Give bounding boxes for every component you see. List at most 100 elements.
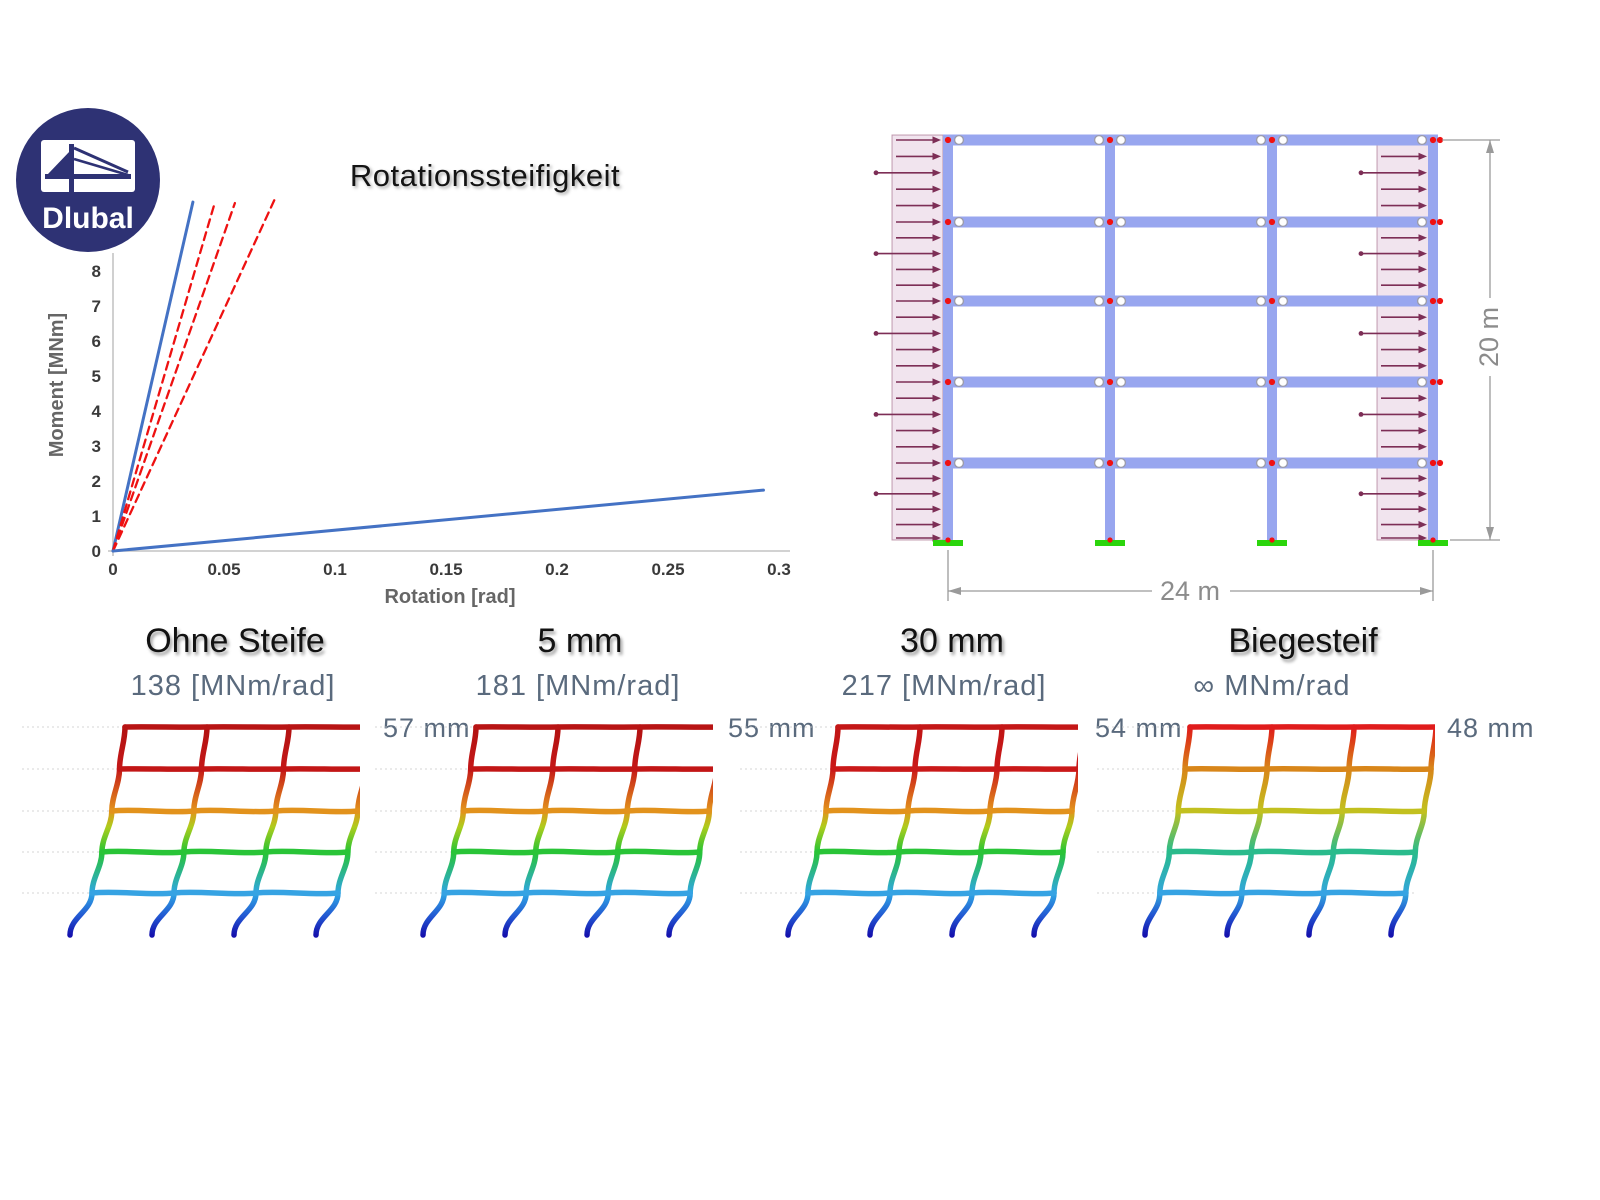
supports bbox=[933, 537, 1448, 546]
deformed-column bbox=[584, 724, 643, 938]
joint-node bbox=[1106, 136, 1114, 144]
joint-node bbox=[1429, 297, 1437, 305]
fixed-support bbox=[1095, 540, 1125, 546]
column-member bbox=[1105, 135, 1115, 540]
deformed-beam bbox=[460, 807, 713, 815]
case-stiffness-label: 138 [MNm/rad] bbox=[130, 670, 336, 702]
y-tick-label: 0 bbox=[92, 542, 101, 561]
deformed-column bbox=[666, 778, 713, 938]
series-line bbox=[111, 201, 237, 553]
hinge-icon bbox=[1115, 216, 1127, 228]
joint-node bbox=[1106, 218, 1114, 226]
x-tick-label: 0.25 bbox=[651, 560, 684, 579]
deformed-column bbox=[949, 724, 1005, 938]
deformed-beam bbox=[1157, 889, 1409, 897]
deformed-frame-plot bbox=[1097, 724, 1435, 938]
case-stiffness-label: 181 [MNm/rad] bbox=[475, 670, 681, 702]
hinge-icon bbox=[953, 216, 965, 228]
x-tick-label: 0.15 bbox=[429, 560, 462, 579]
deformed-column bbox=[1224, 724, 1275, 938]
joint-node bbox=[1106, 297, 1114, 305]
distributed-load-area bbox=[891, 134, 944, 541]
hinge-icon bbox=[1093, 216, 1105, 228]
joint-node bbox=[1268, 136, 1276, 144]
y-tick-label: 1 bbox=[92, 507, 101, 526]
series-line bbox=[111, 198, 276, 553]
deformed-beam bbox=[814, 848, 1066, 856]
case-displacement-label: 54 mm bbox=[1095, 713, 1183, 743]
case-title: Biegesteif bbox=[1228, 622, 1378, 660]
deformed-column bbox=[313, 785, 360, 938]
deformed-column bbox=[1031, 751, 1078, 938]
hinge-icon bbox=[1093, 376, 1105, 388]
deformed-beam bbox=[1175, 807, 1428, 815]
deformed-columns bbox=[420, 724, 713, 938]
joint-node bbox=[944, 218, 952, 226]
frame-load-diagram: 24 m 20 m bbox=[873, 134, 1504, 606]
deformed-column bbox=[231, 724, 292, 938]
hinge-icon bbox=[1255, 216, 1267, 228]
beam-member bbox=[943, 295, 1438, 307]
deformed-beam bbox=[99, 848, 351, 856]
chart-tick-labels: 0 1 2 3 4 5 6 7 8 0 0.05 0.1 0.15 0.2 0.25 0.3 bbox=[92, 262, 791, 579]
deformed-column bbox=[785, 724, 841, 938]
series-line bbox=[111, 201, 216, 553]
case-stiffness-label: ∞ MNm/rad bbox=[1193, 670, 1351, 702]
joint-node bbox=[1268, 218, 1276, 226]
hinge-icon bbox=[1093, 295, 1105, 307]
joint-node bbox=[1268, 459, 1276, 467]
hinge-icon bbox=[953, 457, 965, 469]
joint-node bbox=[1429, 218, 1437, 226]
hinge-icon bbox=[1115, 457, 1127, 469]
logo-wordmark: Dlubal bbox=[42, 202, 134, 235]
hinge-icon bbox=[1416, 216, 1428, 228]
hinge-icon bbox=[1093, 134, 1105, 146]
hinge-icon bbox=[1416, 457, 1428, 469]
case-title: Ohne Steife bbox=[145, 622, 325, 660]
column-member bbox=[1428, 135, 1438, 540]
deformed-beam bbox=[441, 889, 693, 897]
bridge-deck-icon bbox=[45, 174, 131, 179]
y-tick-label: 7 bbox=[92, 297, 101, 316]
chart-series bbox=[111, 198, 765, 553]
deformed-beam bbox=[805, 889, 1057, 897]
hinge-icon bbox=[1115, 376, 1127, 388]
load-arrows bbox=[873, 136, 1427, 542]
beam-member bbox=[943, 376, 1438, 388]
bridge-logo-icon: Dlubal bbox=[16, 108, 160, 252]
deformed-column bbox=[867, 724, 923, 938]
deformed-columns bbox=[785, 724, 1078, 938]
height-dimension-label: 20 m bbox=[1474, 307, 1504, 367]
deformed-beam bbox=[823, 807, 1075, 815]
y-tick-label: 2 bbox=[92, 472, 101, 491]
fixed-support bbox=[1257, 540, 1287, 546]
support-node bbox=[1107, 537, 1113, 543]
x-tick-label: 0.05 bbox=[207, 560, 240, 579]
hinge-icon bbox=[1277, 457, 1289, 469]
deformed-column bbox=[420, 724, 479, 938]
deformed-columns bbox=[67, 724, 360, 938]
fixed-support bbox=[933, 540, 963, 546]
deformed-column bbox=[1306, 724, 1357, 938]
hinge-icon bbox=[1277, 134, 1289, 146]
hinge-icon bbox=[1093, 457, 1105, 469]
frame-members bbox=[943, 134, 1438, 540]
y-tick-label: 8 bbox=[92, 262, 101, 281]
support-node bbox=[945, 537, 951, 543]
joint-node bbox=[1429, 459, 1437, 467]
hinge-icon bbox=[1255, 457, 1267, 469]
bridge-cable-icon bbox=[73, 157, 129, 177]
series-line bbox=[111, 200, 195, 553]
hinge-icon bbox=[1277, 376, 1289, 388]
x-tick-label: 0 bbox=[108, 560, 117, 579]
joint-node bbox=[1436, 297, 1444, 305]
bridge-truss-icon bbox=[48, 151, 70, 174]
hinge-icon bbox=[953, 295, 965, 307]
deformed-beam bbox=[1166, 848, 1419, 856]
deformed-beam bbox=[109, 807, 360, 815]
joint-node bbox=[944, 459, 952, 467]
joint-node bbox=[1106, 378, 1114, 386]
hinge-icon bbox=[1255, 134, 1267, 146]
deformed-beam bbox=[450, 848, 703, 856]
case-title: 5 mm bbox=[537, 622, 623, 660]
